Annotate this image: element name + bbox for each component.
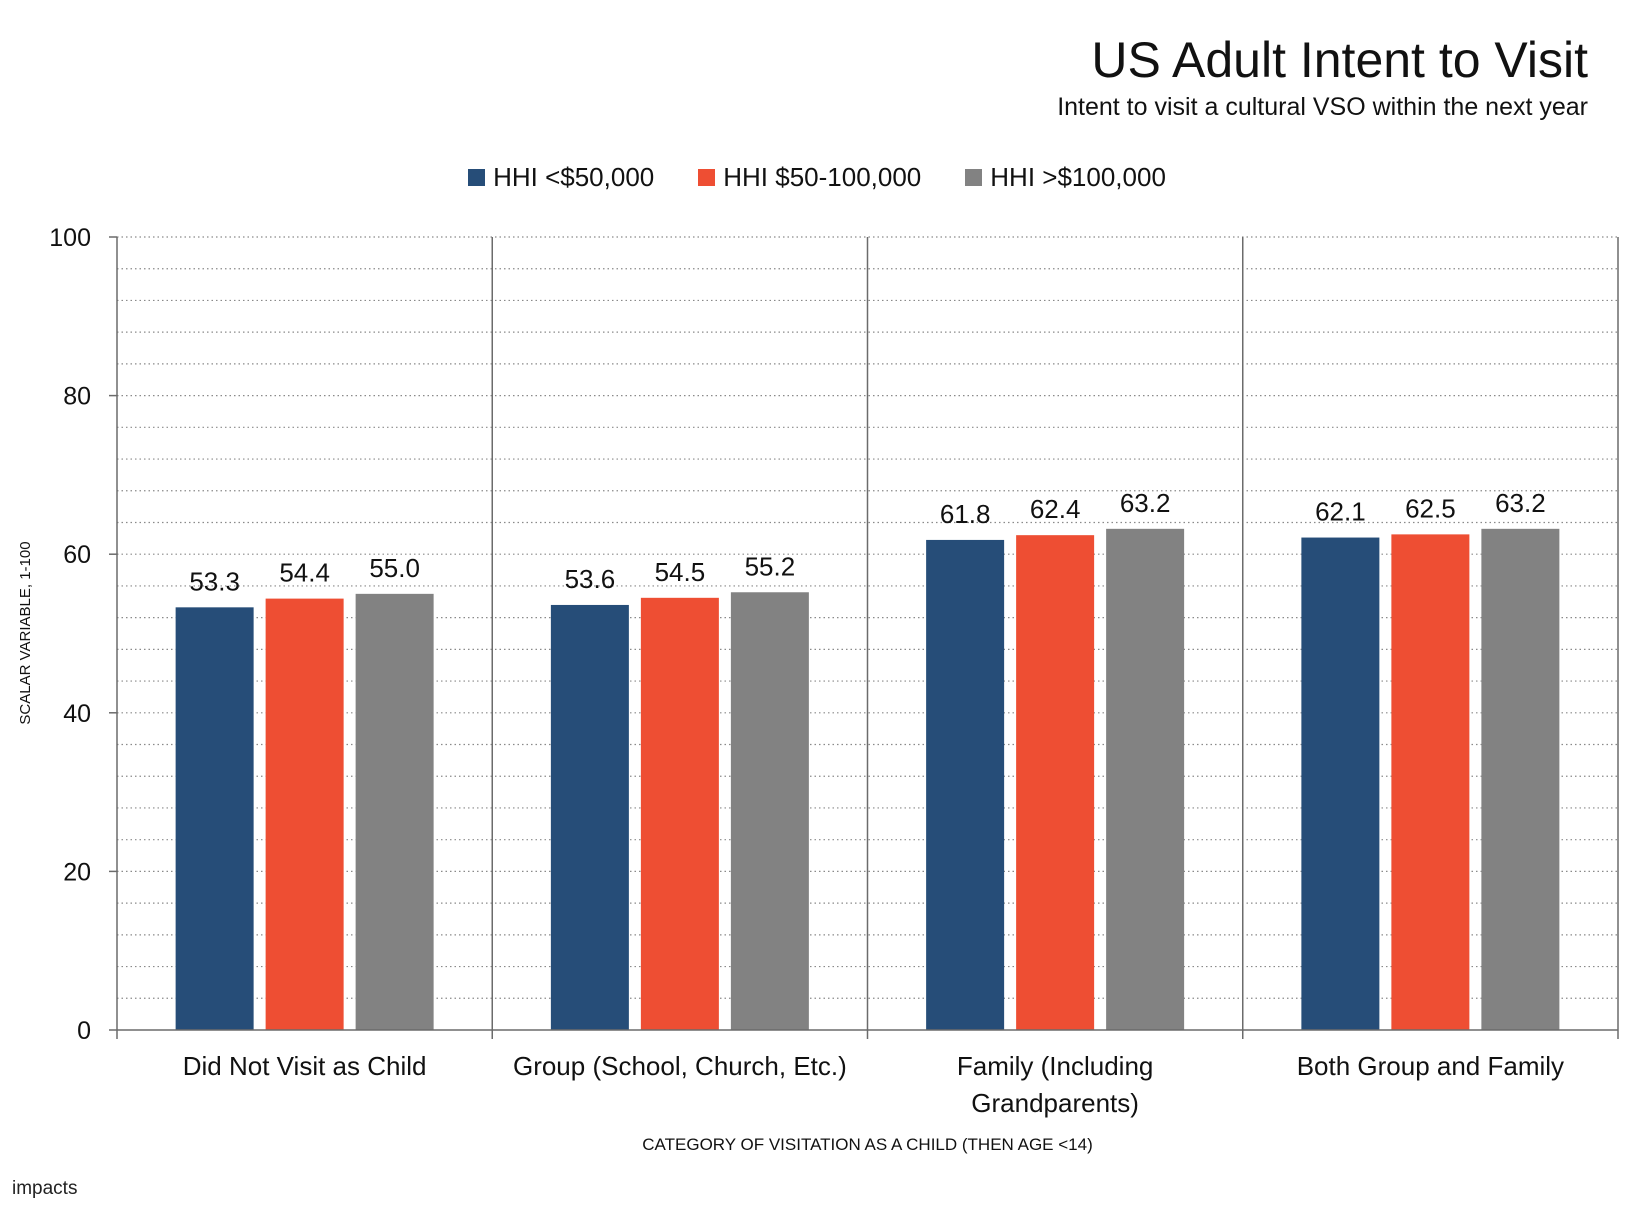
y-axis-title: SCALAR VARIABLE, 1-100 — [17, 541, 34, 724]
bar — [1301, 537, 1380, 1030]
data-label: 55.2 — [745, 551, 796, 581]
legend: HHI <$50,000 HHI $50-100,000 HHI >$100,0… — [0, 162, 1634, 192]
bar — [1391, 534, 1470, 1030]
bar — [640, 597, 719, 1030]
legend-label: HHI $50-100,000 — [723, 162, 922, 192]
labels: 0 20 40 60 80 100 53.3 54.4 55.0 Did Not Visit as… — [17, 224, 1564, 1154]
x-tick-label: Group (School, Church, Etc.) — [513, 1051, 847, 1081]
data-label: 62.1 — [1315, 497, 1366, 527]
chart-subtitle: Intent to visit a cultural VSO within th… — [1057, 93, 1588, 121]
impacts-logo: impacts — [12, 1178, 78, 1199]
bar — [265, 598, 344, 1030]
x-axis-title: CATEGORY OF VISITATION AS A CHILD (THEN … — [642, 1135, 1092, 1154]
y-tick-label: 20 — [63, 858, 91, 886]
data-label: 62.4 — [1030, 494, 1081, 524]
legend-swatch — [965, 168, 983, 186]
chart-title: US Adult Intent to Visit — [1091, 32, 1588, 88]
x-tick-label: Did Not Visit as Child — [183, 1051, 427, 1081]
y-tick-label: 100 — [49, 224, 91, 252]
bar — [175, 607, 254, 1030]
x-tick-label: Both Group and Family — [1297, 1051, 1564, 1081]
y-tick-label: 0 — [77, 1017, 91, 1045]
x-tick-label: Grandparents) — [971, 1088, 1139, 1118]
data-label: 53.3 — [189, 566, 240, 596]
y-tick-label: 80 — [63, 383, 91, 411]
data-label: 54.4 — [279, 558, 330, 588]
data-label: 62.5 — [1405, 493, 1456, 523]
data-label: 63.2 — [1120, 488, 1171, 518]
data-label: 53.6 — [565, 564, 616, 594]
bar — [1481, 528, 1560, 1030]
bar — [1016, 535, 1095, 1030]
bar — [1106, 528, 1185, 1030]
bar — [550, 604, 629, 1030]
legend-item-low-income: HHI <$50,000 — [468, 162, 654, 192]
legend-swatch — [698, 168, 716, 186]
x-tick-label: Family (Including — [957, 1051, 1154, 1081]
bar — [730, 592, 809, 1030]
legend-item-mid-income: HHI $50-100,000 — [698, 162, 921, 192]
legend-swatch — [468, 168, 486, 186]
data-label: 55.0 — [369, 553, 420, 583]
legend-label: HHI <$50,000 — [493, 162, 655, 192]
bars — [175, 528, 1560, 1030]
data-label: 54.5 — [655, 557, 706, 587]
y-tick-label: 60 — [63, 541, 91, 569]
bar — [355, 593, 434, 1030]
bar — [926, 539, 1005, 1030]
axes — [109, 236, 1619, 1039]
data-label: 61.8 — [940, 499, 991, 529]
legend-item-high-income: HHI >$100,000 — [965, 162, 1166, 192]
y-tick-label: 40 — [63, 700, 91, 728]
legend-label: HHI >$100,000 — [990, 162, 1166, 192]
data-label: 63.2 — [1495, 488, 1546, 518]
